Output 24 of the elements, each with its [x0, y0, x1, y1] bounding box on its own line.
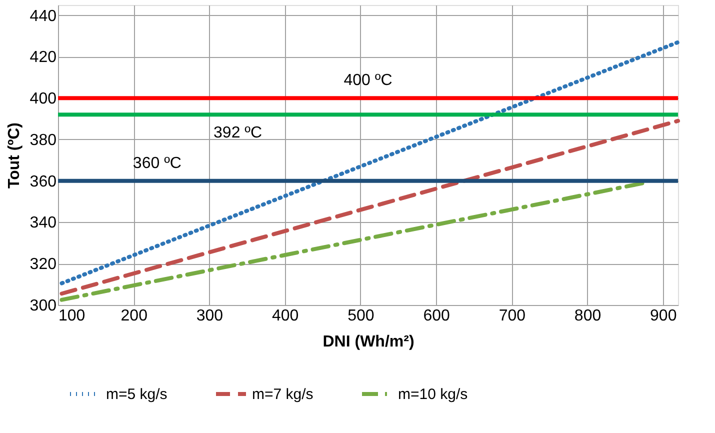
- y-tick-label: 420: [30, 49, 57, 66]
- x-tick-label: 400: [272, 308, 299, 324]
- legend-label: m=10 kg/s: [398, 386, 468, 403]
- x-axis-title: DNI (Wh/m²): [322, 334, 414, 350]
- y-tick-label: 380: [30, 132, 57, 149]
- y-tick-label: 320: [30, 256, 57, 274]
- y-tick-label: 340: [30, 214, 57, 232]
- x-tick-label: 900: [650, 308, 677, 324]
- y-tick-label: 440: [30, 8, 57, 25]
- ref-line-label: 392 ºC: [214, 124, 262, 142]
- x-tick-label: 100: [58, 308, 86, 324]
- x-tick-label: 200: [120, 308, 148, 324]
- y-tick-label: 360: [30, 173, 57, 190]
- x-tick-label: 300: [196, 308, 224, 324]
- legend-label: m=5 kg/s: [106, 386, 168, 403]
- x-tick-label: 500: [348, 308, 374, 324]
- legend-label: m=7 kg/s: [252, 386, 314, 403]
- x-tick-label: 800: [574, 308, 602, 324]
- x-tick-label: 600: [423, 308, 450, 324]
- y-tick-label: 400: [30, 90, 57, 108]
- x-tick-label: 700: [498, 308, 526, 324]
- y-axis-title: Tout (ºC): [6, 122, 23, 188]
- ref-line-label: 360 ºC: [132, 154, 182, 172]
- ref-line-label: 400 ºC: [344, 72, 392, 90]
